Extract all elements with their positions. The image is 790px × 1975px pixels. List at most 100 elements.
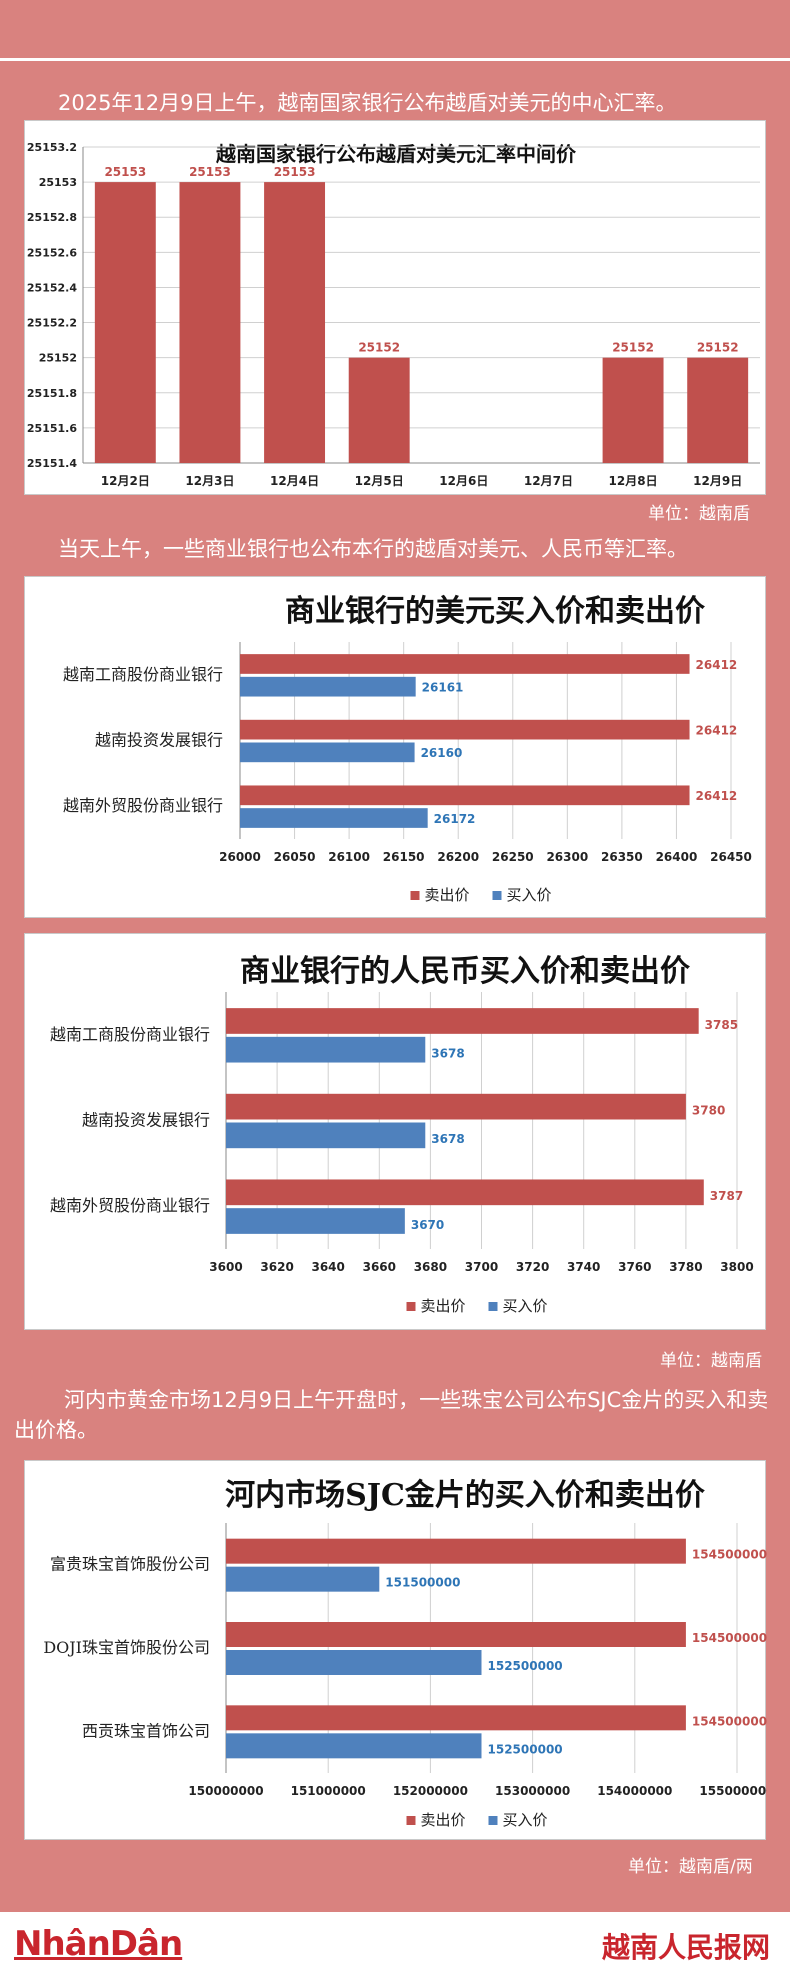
- unit-label-1: 单位：越南盾: [648, 504, 750, 524]
- legend-label-sell: 卖出价: [421, 1297, 466, 1315]
- data-label: 25152: [358, 341, 400, 355]
- data-label-sell: 26412: [696, 658, 738, 672]
- data-label-buy: 26160: [421, 746, 463, 760]
- data-label: 25153: [189, 165, 231, 179]
- bar-buy: [226, 1733, 482, 1759]
- data-label: 25152: [697, 341, 739, 355]
- data-label: 25153: [104, 165, 146, 179]
- x-tick-label: 26400: [656, 850, 698, 864]
- data-label-sell: 3785: [705, 1018, 738, 1032]
- bar: [94, 182, 156, 463]
- category-label: 西贡珠宝首饰公司: [82, 1721, 210, 1740]
- bar-sell: [226, 1622, 686, 1647]
- legend-swatch-sell: [406, 1302, 416, 1311]
- x-tick-label: 154000000: [597, 1784, 672, 1798]
- chart-usd-rates: 商业银行的美元买入价和卖出价 26000 26050 26100 26150 26200 2…: [63, 594, 752, 904]
- x-tick-label: 12月8日: [609, 474, 658, 488]
- bar: [179, 182, 241, 463]
- bar-sell: [240, 654, 690, 674]
- category-label: 富贵珠宝首饰股份公司: [50, 1555, 210, 1574]
- nhandan-logo[interactable]: NhânDân: [14, 1924, 183, 1964]
- x-tick-label: 26350: [601, 850, 643, 864]
- x-tick-label: 3780: [669, 1260, 702, 1274]
- bar-sell: [240, 719, 690, 740]
- data-label-buy: 3670: [411, 1218, 444, 1232]
- data-label-buy: 151500000: [385, 1576, 460, 1590]
- y-tick-label: 25152.4: [27, 281, 77, 294]
- chart-central-rate: 越南国家银行公布越盾对美元汇率中间价 25153.2 25153 25152.8 251…: [27, 141, 760, 488]
- data-label-sell: 26412: [696, 789, 738, 803]
- x-tick-label: 12月9日: [693, 474, 742, 488]
- data-label-sell: 154500000: [692, 1548, 767, 1562]
- x-tick-label: 155000000: [699, 1784, 767, 1798]
- bar-buy: [226, 1036, 426, 1063]
- chart-cny-panel: 商业银行的人民币买入价和卖出价 3600 3620 3640 3660 3680 3700 3…: [24, 933, 766, 1330]
- y-tick-label: 25151.6: [27, 422, 77, 435]
- x-tick-label: 26150: [383, 850, 425, 864]
- data-label-sell: 26412: [696, 724, 738, 738]
- legend-swatch-sell: [406, 1816, 416, 1825]
- legend-label-sell: 卖出价: [421, 1811, 466, 1829]
- x-tick-label: 3760: [618, 1260, 651, 1274]
- site-name-logo[interactable]: 越南人民报网: [601, 1931, 770, 1964]
- chart-gold-panel: 河内市场SJC金片的买入价和卖出价 150000000 151000000 15200…: [24, 1460, 767, 1840]
- chart-usd-panel: 商业银行的美元买入价和卖出价 26000 26050 26100 26150 26200 2…: [24, 576, 766, 918]
- x-tick-label: 151000000: [291, 1784, 366, 1798]
- bar-buy: [226, 1208, 405, 1234]
- caption-commercial-banks: 当天上午，一些商业银行也公布本行的越盾对美元、人民币等汇率。: [58, 537, 688, 561]
- data-label-buy: 152500000: [488, 1742, 563, 1756]
- x-tick-label: 153000000: [495, 1784, 570, 1798]
- chart-title: 越南国家银行公布越盾对美元汇率中间价: [215, 142, 577, 166]
- x-tick-label: 12月5日: [355, 474, 404, 488]
- bar-sell: [226, 1705, 686, 1731]
- legend-swatch-buy: [488, 1302, 498, 1311]
- legend-label-buy: 买入价: [507, 886, 552, 904]
- legend-label-buy: 买入价: [503, 1297, 548, 1315]
- data-label-sell: 154500000: [692, 1631, 767, 1645]
- x-tick-label: 152000000: [393, 1784, 468, 1798]
- bar: [348, 357, 410, 463]
- x-tick-label: 26450: [710, 850, 752, 864]
- data-label-sell: 3780: [692, 1104, 725, 1118]
- top-divider: [0, 58, 790, 61]
- data-label-buy: 152500000: [488, 1659, 563, 1673]
- x-tick-label: 3700: [465, 1260, 498, 1274]
- x-tick-label: 3800: [720, 1260, 753, 1274]
- data-label-buy: 3678: [431, 1132, 464, 1146]
- bar-sell: [240, 785, 690, 806]
- category-label: 越南投资发展银行: [95, 731, 223, 750]
- bar: [687, 357, 749, 463]
- data-label: 25152: [612, 341, 654, 355]
- bar-buy: [240, 676, 416, 697]
- x-tick-label: 3660: [363, 1260, 396, 1274]
- legend-swatch-buy: [492, 891, 502, 900]
- legend-swatch-buy: [488, 1816, 498, 1825]
- x-tick-label: 26300: [546, 850, 588, 864]
- data-label-buy: 3678: [431, 1047, 464, 1061]
- category-label: 越南投资发展银行: [82, 1111, 210, 1130]
- data-label-sell: 3787: [710, 1189, 743, 1203]
- legend-swatch-sell: [410, 891, 420, 900]
- x-tick-label: 12月7日: [524, 474, 573, 488]
- category-label: DOJI珠宝首饰股份公司: [43, 1638, 210, 1657]
- x-tick-label: 26000: [219, 850, 261, 864]
- y-tick-label: 25151.4: [27, 457, 77, 470]
- y-tick-label: 25153.2: [27, 141, 77, 154]
- x-tick-label: 3740: [567, 1260, 600, 1274]
- legend-label-buy: 买入价: [503, 1811, 548, 1829]
- x-tick-label: 150000000: [188, 1784, 263, 1798]
- bar-buy: [240, 808, 428, 828]
- chart-title: 商业银行的人民币买入价和卖出价: [240, 954, 690, 989]
- data-label-buy: 26172: [434, 812, 476, 826]
- bar-buy: [226, 1566, 380, 1592]
- bar-buy: [240, 742, 415, 763]
- unit-label-2: 单位：越南盾: [660, 1351, 762, 1371]
- bar-sell: [226, 1093, 686, 1120]
- y-tick-label: 25152.6: [27, 246, 77, 259]
- data-label: 25153: [274, 165, 316, 179]
- chart-title: 河内市场SJC金片的买入价和卖出价: [225, 1478, 705, 1513]
- y-tick-label: 25151.8: [27, 387, 77, 400]
- x-tick-label: 26200: [437, 850, 479, 864]
- x-tick-label: 12月3日: [185, 474, 234, 488]
- category-label: 越南外贸股份商业银行: [63, 796, 223, 815]
